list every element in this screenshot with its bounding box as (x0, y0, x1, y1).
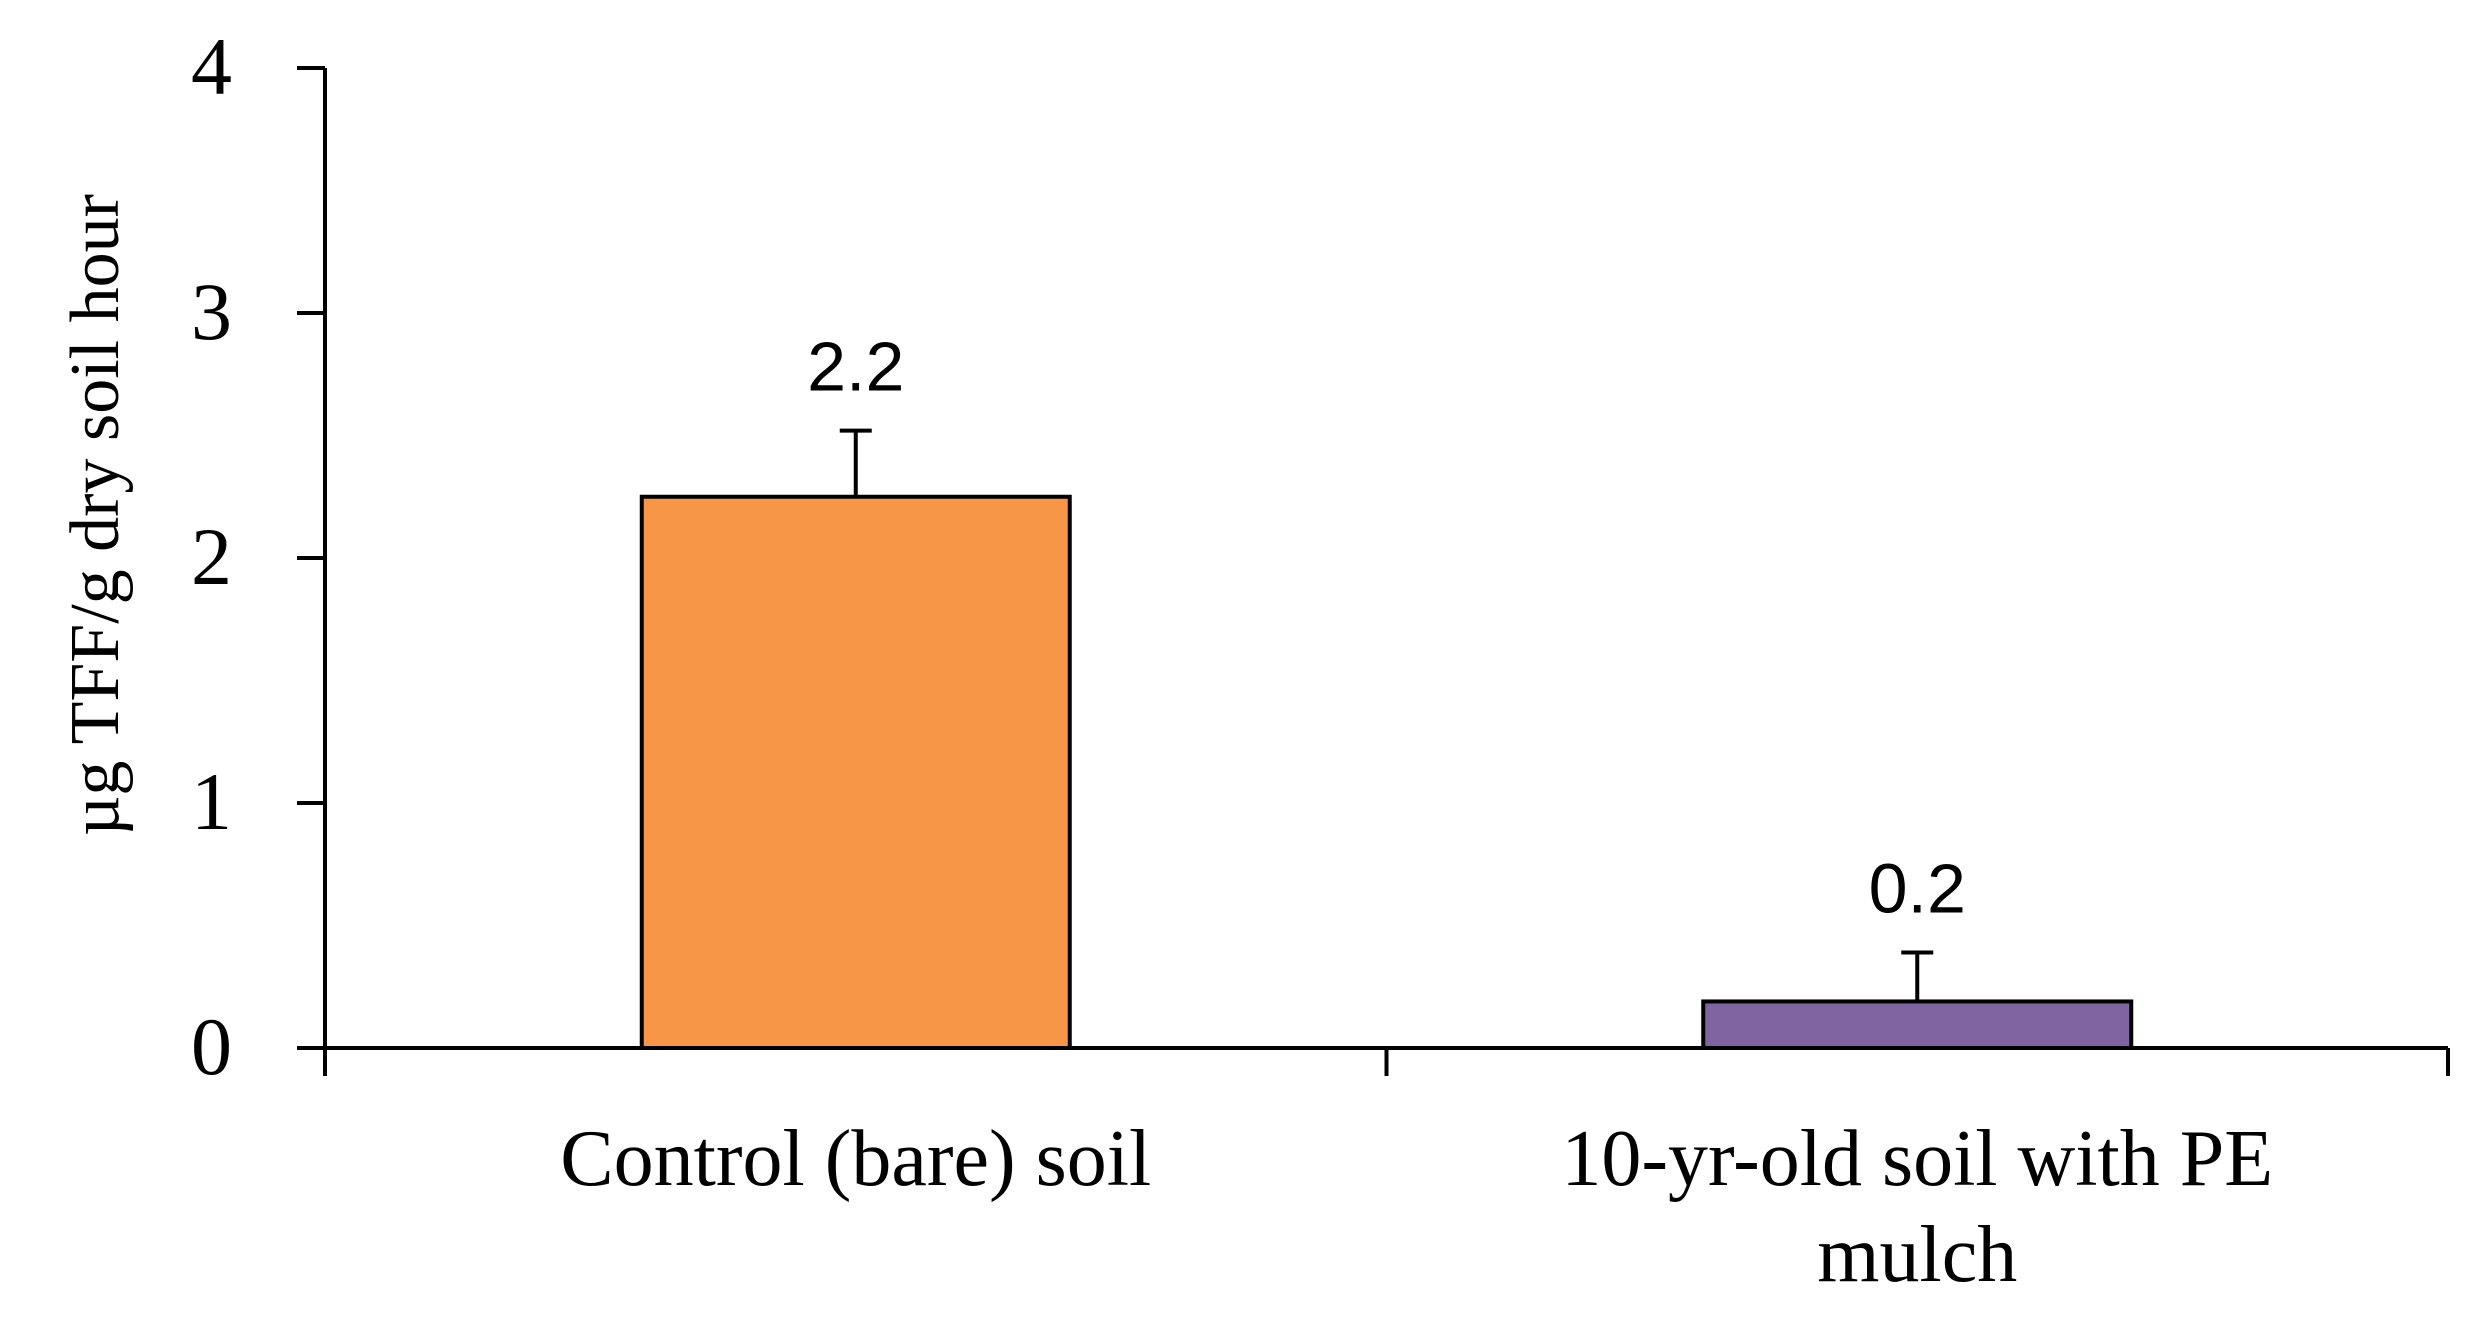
data-label-1: 0.2 (1869, 849, 1966, 927)
y-axis-title: µg TFF/g dry soil hour (57, 194, 134, 836)
bar-0 (639, 494, 1072, 1050)
category-label-0: Control (bare) soil (560, 1115, 1151, 1203)
category-label-1-line-0: 10-yr-old soil with PE (1561, 1115, 2273, 1203)
y-tick-label-1: 1 (191, 756, 232, 847)
category-label-0-line-0: Control (bare) soil (560, 1115, 1151, 1203)
bar-1 (1701, 999, 2134, 1051)
y-tick-label-2: 2 (191, 511, 232, 602)
data-label-0: 2.2 (807, 328, 904, 406)
y-tick-label-3: 3 (191, 266, 232, 357)
y-axis-title-group: µg TFF/g dry soil hour (57, 194, 134, 836)
plot-area: 2.2 0.2 0 1 2 3 4 Control (bare) soil 10-yr-old … (191, 21, 2450, 1299)
y-tick-label-4: 4 (191, 21, 232, 112)
category-label-1: 10-yr-old soil with PE mulch (1561, 1115, 2273, 1299)
category-label-1-line-1: mulch (1817, 1211, 2017, 1299)
y-tick-label-0: 0 (191, 1001, 232, 1092)
